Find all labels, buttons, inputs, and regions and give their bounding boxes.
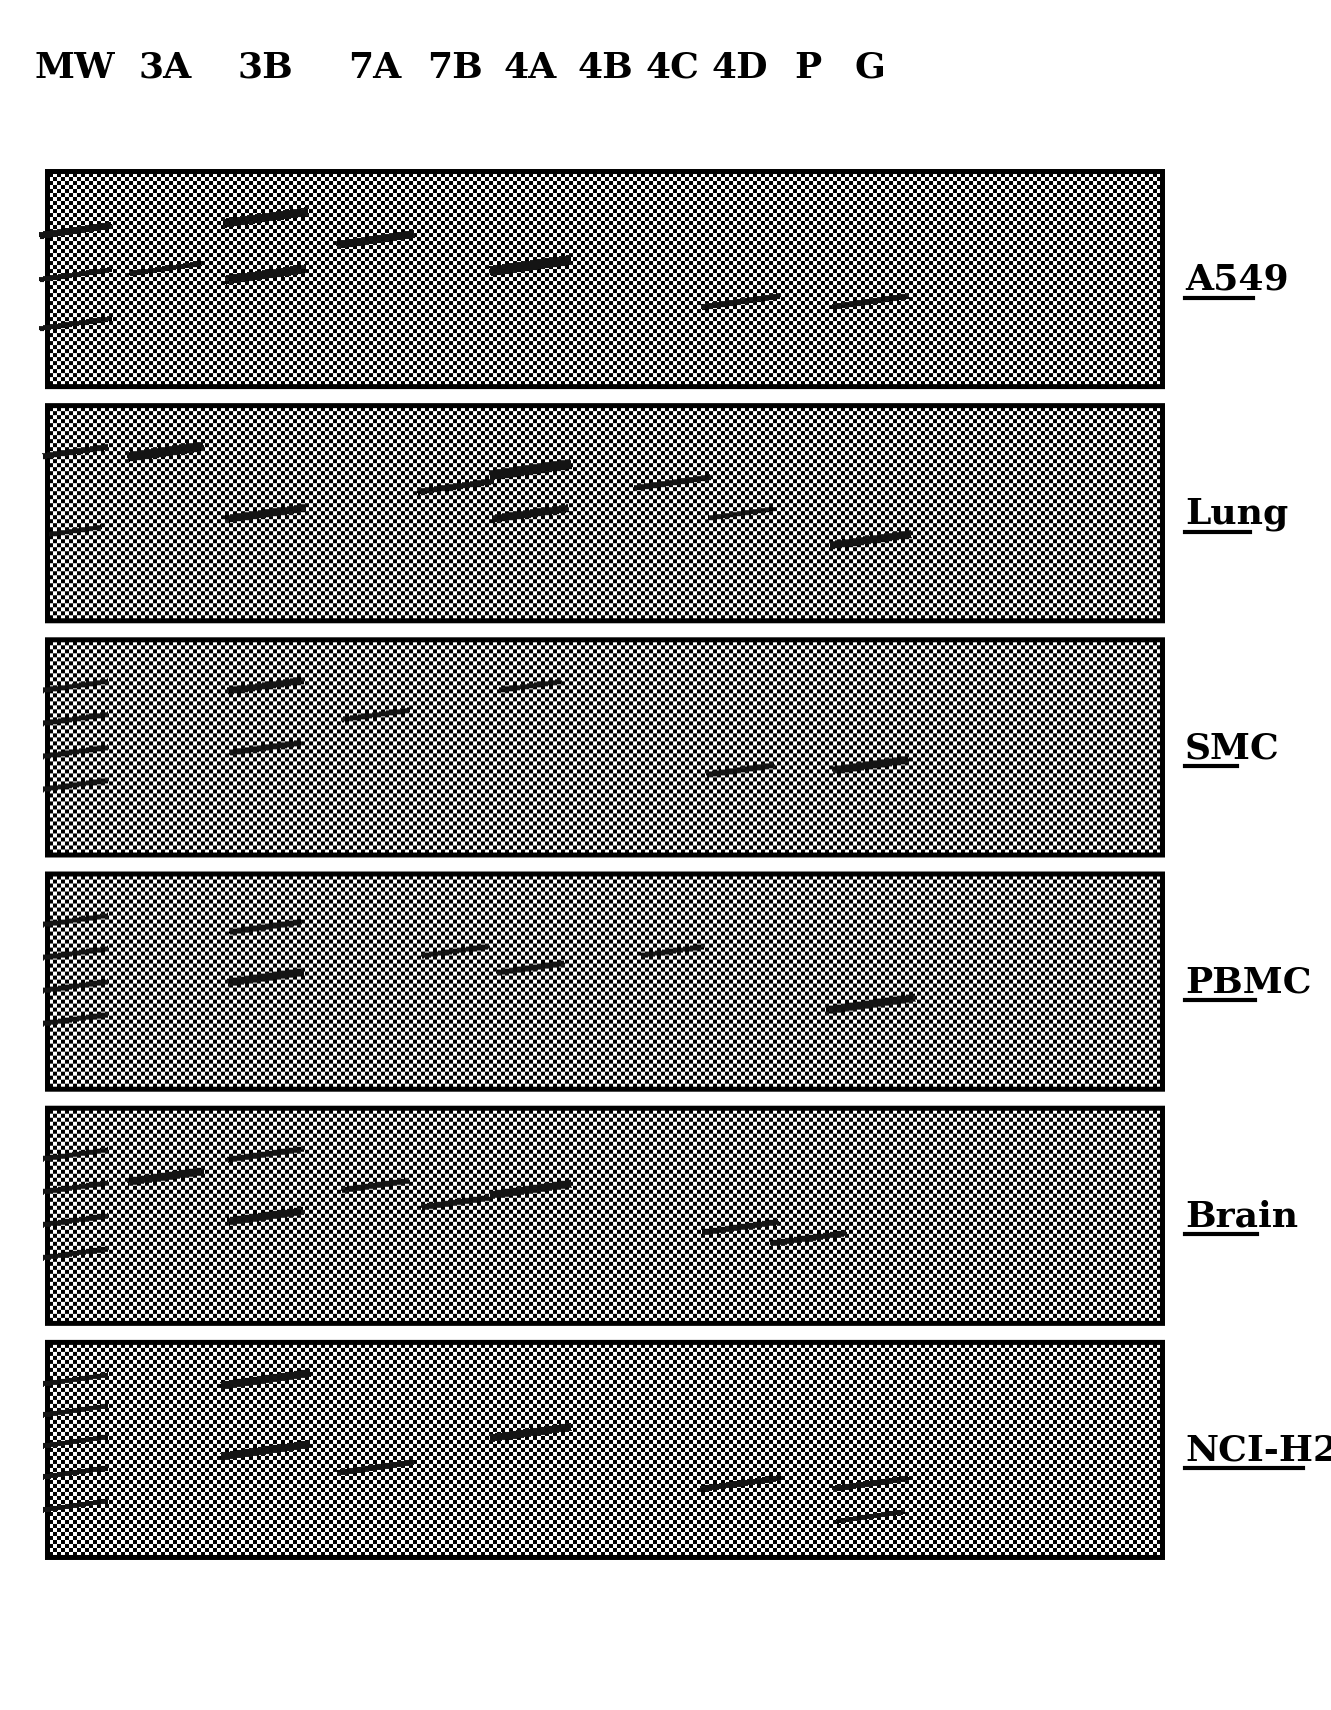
Text: Brain: Brain bbox=[1185, 1199, 1298, 1233]
Text: 4D: 4D bbox=[712, 51, 768, 86]
Text: 7B: 7B bbox=[427, 51, 483, 86]
Text: P: P bbox=[795, 51, 821, 86]
Text: 3B: 3B bbox=[237, 51, 293, 86]
Text: A549: A549 bbox=[1185, 263, 1288, 298]
Text: 4B: 4B bbox=[578, 51, 632, 86]
Text: G: G bbox=[855, 51, 885, 86]
Text: Lung: Lung bbox=[1185, 498, 1288, 532]
Text: 4C: 4C bbox=[646, 51, 699, 86]
Text: SMC: SMC bbox=[1185, 730, 1279, 764]
Text: 4A: 4A bbox=[503, 51, 556, 86]
Text: 3A: 3A bbox=[138, 51, 192, 86]
Text: 7A: 7A bbox=[349, 51, 402, 86]
Text: NCI-H292: NCI-H292 bbox=[1185, 1433, 1331, 1467]
Text: MW: MW bbox=[35, 51, 116, 86]
Text: PBMC: PBMC bbox=[1185, 964, 1311, 999]
